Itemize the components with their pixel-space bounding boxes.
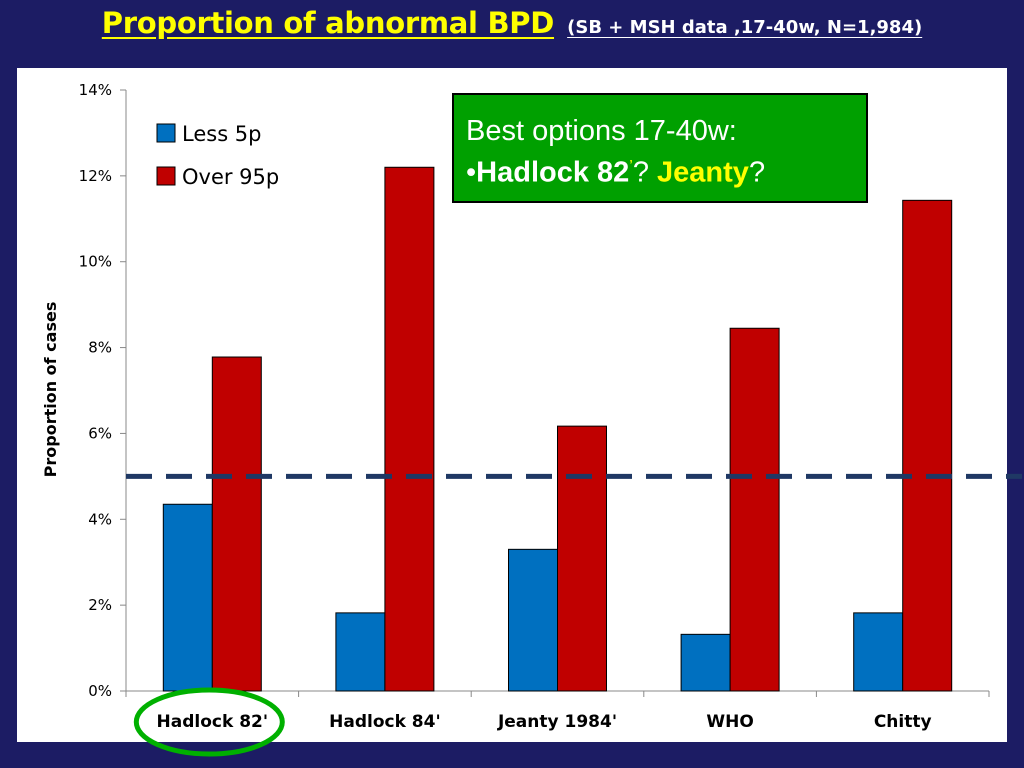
bar-over95p <box>384 166 435 692</box>
x-category-label: Chitty <box>874 712 932 732</box>
callout-bullet: • <box>466 156 477 189</box>
legend-swatch-less5p <box>156 123 176 143</box>
bar-over95p <box>902 199 953 692</box>
callout-separator-2: ? <box>748 156 766 189</box>
callout-separator-1: ? <box>632 156 658 189</box>
bar-less5p <box>853 612 904 692</box>
y-tick-label: 12% <box>79 167 112 185</box>
legend-label-over95p: Over 95p <box>182 165 279 189</box>
y-tick-label: 10% <box>79 253 112 271</box>
bar-less5p <box>680 633 731 692</box>
y-tick-label: 2% <box>88 596 112 614</box>
bar-over95p <box>557 425 607 692</box>
x-category-label: Jeanty 1984' <box>497 712 617 732</box>
y-tick-label: 4% <box>88 510 112 528</box>
y-tick-label: 8% <box>88 339 112 357</box>
bar-less5p <box>508 548 558 692</box>
x-category-label: WHO <box>706 712 753 732</box>
x-category-label: Hadlock 82' <box>157 712 269 732</box>
callout-heading: Best options 17-40w: <box>466 115 737 147</box>
legend-label-less5p: Less 5p <box>182 122 262 146</box>
bar-less5p <box>162 503 213 692</box>
bar-less5p <box>335 612 386 692</box>
callout-options: •Hadlock 82’? Jeanty? <box>466 149 854 191</box>
title-main: Proportion of abnormal BPD <box>101 6 555 40</box>
legend-swatch-over95p <box>156 166 176 186</box>
x-category-label: Hadlock 84' <box>329 712 441 732</box>
callout-option-mark: ’ <box>629 158 633 175</box>
callout-box: Best options 17-40w: •Hadlock 82’? Jeant… <box>452 93 868 203</box>
y-tick-label: 6% <box>88 424 112 442</box>
bar-over95p <box>211 356 262 692</box>
slide-title: Proportion of abnormal BPD (SB + MSH dat… <box>0 6 1024 40</box>
y-axis-title: Proportion of cases <box>41 302 60 478</box>
highlight-ring <box>133 687 285 757</box>
callout-option-hadlock82: Hadlock 82 <box>476 156 630 189</box>
callout-option-jeanty: Jeanty <box>657 156 749 189</box>
bar-over95p <box>729 327 780 692</box>
y-tick-label: 0% <box>88 682 112 700</box>
y-tick-label: 14% <box>79 81 112 99</box>
title-subtitle: (SB + MSH data ,17-40w, N=1,984) <box>567 17 923 38</box>
